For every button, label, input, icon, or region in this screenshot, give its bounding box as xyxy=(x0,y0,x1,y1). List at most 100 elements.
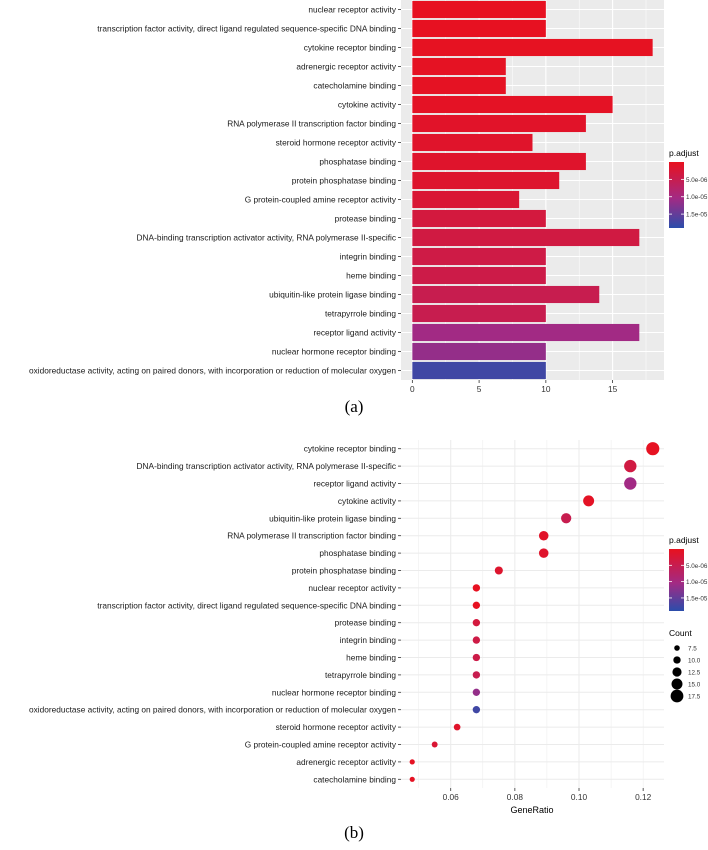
x-axis-title: GeneRatio xyxy=(510,805,553,815)
dot xyxy=(472,584,481,592)
category-label: nuclear receptor activity xyxy=(308,583,396,593)
category-label: cytokine activity xyxy=(338,100,397,110)
legend-label: 5.0e-06 xyxy=(686,177,708,184)
legend-label: 1.5e-05 xyxy=(686,212,708,219)
category-label: nuclear hormone receptor binding xyxy=(272,347,396,357)
x-tick-label: 0.06 xyxy=(443,792,460,802)
dot xyxy=(624,477,637,490)
legend-title: Count xyxy=(669,628,692,638)
bar xyxy=(412,361,546,380)
category-label: RNA polymerase II transcription factor b… xyxy=(227,119,396,129)
panel-b-caption: (b) xyxy=(344,823,364,842)
legend-title: p.adjust xyxy=(669,148,699,158)
bar xyxy=(412,266,546,285)
bar-plot-background xyxy=(401,0,664,380)
x-tick-label: 0 xyxy=(410,384,415,394)
panel-a-caption: (a) xyxy=(345,397,364,416)
bar xyxy=(412,133,533,152)
bar xyxy=(412,304,546,323)
category-label: cytokine receptor binding xyxy=(304,444,397,454)
size-legend-dot xyxy=(673,656,681,664)
dot xyxy=(583,495,595,507)
dot-gridlines xyxy=(401,440,664,788)
dot xyxy=(409,776,415,782)
bar xyxy=(412,209,546,228)
category-label: ubiquitin-like protein ligase binding xyxy=(269,290,396,300)
x-tick-label: 0.08 xyxy=(507,792,524,802)
dot xyxy=(624,459,637,473)
dot-series xyxy=(409,442,660,782)
size-legend-dot xyxy=(671,678,683,690)
bar xyxy=(412,285,600,304)
x-tick-label: 15 xyxy=(608,384,618,394)
bar xyxy=(412,38,653,57)
dot-x-axis: 0.06 0.08 0.10 0.12 xyxy=(443,788,652,802)
category-label: nuclear hormone receptor binding xyxy=(272,687,396,697)
legend-label: 1.0e-05 xyxy=(686,194,708,201)
category-label: protease binding xyxy=(335,618,397,628)
dot-category-labels: cytokine receptor binding DNA-binding tra… xyxy=(29,444,401,784)
dot xyxy=(472,706,481,714)
dot-plot-background xyxy=(401,440,664,788)
category-label: G protein-coupled amine receptor activit… xyxy=(245,195,397,205)
dot-color-legend: p.adjust 5.0e-06 1.0e-05 1.5e-05 xyxy=(669,535,708,611)
size-legend-dot xyxy=(672,667,682,677)
category-label: DNA-binding transcription activator acti… xyxy=(137,233,396,243)
size-legend-label: 15.0 xyxy=(688,682,701,689)
size-legend-dot xyxy=(674,645,680,651)
dot-plot-panel: cytokine receptor binding DNA-binding tra… xyxy=(29,440,708,842)
size-legend-dot xyxy=(670,689,684,703)
category-label: protein phosphatase binding xyxy=(292,176,397,186)
bar xyxy=(412,247,546,266)
bar-color-legend: p.adjust 5.0e-06 1.0e-05 1.5e-05 xyxy=(669,148,708,228)
category-label: catecholamine binding xyxy=(313,81,396,91)
dot xyxy=(494,566,503,575)
category-label: integrin binding xyxy=(340,635,397,645)
dot xyxy=(561,513,572,524)
category-label: G protein-coupled amine receptor activit… xyxy=(245,740,397,750)
bar-category-labels: nuclear receptor activity transcription f… xyxy=(29,5,401,376)
bar xyxy=(412,19,546,38)
category-label: RNA polymerase II transcription factor b… xyxy=(227,531,396,541)
bar xyxy=(412,57,506,76)
category-label: steroid hormone receptor activity xyxy=(276,722,397,732)
category-label: protein phosphatase binding xyxy=(292,566,397,576)
category-label: receptor ligand activity xyxy=(313,479,396,489)
bar xyxy=(412,76,506,95)
category-label: protease binding xyxy=(335,214,397,224)
category-label: cytokine activity xyxy=(338,496,397,506)
legend-label: 1.0e-05 xyxy=(686,579,708,586)
bar xyxy=(412,171,560,190)
count-size-legend: Count 7.5 10.0 12.5 15.0 17.5 xyxy=(669,628,701,703)
bar xyxy=(412,228,640,247)
category-label: tetrapyrrole binding xyxy=(325,670,396,680)
colorbar xyxy=(669,549,684,611)
bar xyxy=(412,114,586,133)
category-label: tetrapyrrole binding xyxy=(325,309,396,319)
bar-chart-panel: nuclear receptor activity transcription f… xyxy=(29,0,708,416)
colorbar xyxy=(669,162,684,228)
category-label: catecholamine binding xyxy=(313,774,396,784)
dot xyxy=(472,601,481,609)
size-legend-label: 12.5 xyxy=(688,670,701,677)
category-label: phosphatase binding xyxy=(319,157,396,167)
category-label: heme binding xyxy=(346,271,396,281)
category-label: oxidoreductase activity, acting on paire… xyxy=(29,366,396,376)
category-label: adrenergic receptor activity xyxy=(296,757,396,767)
category-label: steroid hormone receptor activity xyxy=(276,138,397,148)
legend-label: 1.5e-05 xyxy=(686,595,708,602)
category-label: heme binding xyxy=(346,653,396,663)
category-label: integrin binding xyxy=(340,252,397,262)
x-tick-label: 0.10 xyxy=(571,792,588,802)
category-label: receptor ligand activity xyxy=(313,328,396,338)
size-legend-label: 17.5 xyxy=(688,694,701,701)
bar xyxy=(412,152,586,171)
dot xyxy=(472,688,481,696)
size-legend-label: 10.0 xyxy=(688,658,701,665)
x-tick-label: 10 xyxy=(541,384,551,394)
dot xyxy=(472,653,481,662)
category-label: cytokine receptor binding xyxy=(304,43,397,53)
bar xyxy=(412,323,640,342)
legend-label: 5.0e-06 xyxy=(686,563,708,570)
bar xyxy=(412,95,613,114)
